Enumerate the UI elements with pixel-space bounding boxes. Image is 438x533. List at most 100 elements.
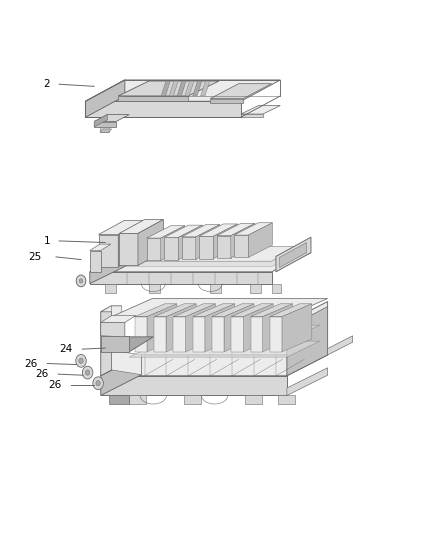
Polygon shape [241, 106, 280, 114]
Polygon shape [129, 325, 320, 341]
Polygon shape [154, 317, 166, 352]
Polygon shape [213, 224, 237, 259]
Polygon shape [129, 395, 146, 404]
Polygon shape [109, 395, 129, 404]
Polygon shape [154, 304, 196, 317]
Polygon shape [287, 302, 328, 322]
Polygon shape [118, 96, 188, 101]
Polygon shape [94, 115, 107, 127]
Text: 25: 25 [28, 252, 42, 262]
Polygon shape [85, 80, 125, 117]
Polygon shape [210, 284, 221, 293]
Circle shape [79, 358, 83, 364]
Polygon shape [149, 284, 160, 293]
Polygon shape [112, 306, 141, 375]
Polygon shape [184, 395, 201, 404]
Polygon shape [101, 337, 153, 352]
Polygon shape [147, 304, 177, 352]
Polygon shape [101, 306, 112, 376]
Text: 24: 24 [59, 344, 72, 354]
Polygon shape [231, 317, 244, 352]
Polygon shape [193, 304, 235, 317]
Polygon shape [251, 317, 263, 352]
Polygon shape [212, 317, 224, 352]
Polygon shape [210, 99, 243, 103]
Polygon shape [263, 304, 293, 352]
Polygon shape [193, 317, 205, 352]
Polygon shape [212, 304, 254, 317]
Polygon shape [173, 317, 186, 352]
Polygon shape [90, 244, 111, 251]
Polygon shape [90, 253, 129, 284]
Polygon shape [119, 220, 163, 233]
Polygon shape [279, 243, 307, 268]
Polygon shape [178, 225, 202, 260]
Polygon shape [90, 251, 101, 272]
Polygon shape [250, 284, 261, 293]
Polygon shape [196, 224, 220, 259]
Circle shape [76, 275, 86, 287]
Polygon shape [161, 226, 185, 261]
Polygon shape [161, 81, 170, 96]
Polygon shape [129, 341, 320, 357]
Polygon shape [186, 304, 215, 352]
Polygon shape [177, 81, 186, 96]
Polygon shape [100, 129, 112, 132]
Polygon shape [101, 306, 122, 312]
Polygon shape [193, 81, 202, 96]
Polygon shape [100, 127, 109, 132]
Circle shape [79, 279, 83, 283]
Polygon shape [234, 223, 272, 235]
Polygon shape [101, 336, 129, 352]
Text: 26: 26 [48, 380, 61, 390]
Polygon shape [210, 84, 272, 99]
Polygon shape [199, 224, 237, 236]
Polygon shape [164, 238, 178, 260]
Polygon shape [241, 114, 263, 117]
Polygon shape [224, 304, 254, 352]
Circle shape [85, 370, 90, 375]
Polygon shape [118, 81, 219, 96]
Polygon shape [234, 235, 248, 257]
Polygon shape [251, 304, 293, 317]
Polygon shape [182, 237, 196, 259]
Polygon shape [99, 235, 118, 266]
Polygon shape [118, 221, 144, 266]
Polygon shape [217, 223, 255, 236]
Polygon shape [205, 304, 235, 352]
Polygon shape [217, 236, 231, 258]
Polygon shape [147, 226, 185, 238]
Polygon shape [245, 395, 262, 404]
Polygon shape [199, 236, 213, 259]
Circle shape [96, 381, 100, 386]
Polygon shape [201, 81, 210, 96]
Polygon shape [185, 81, 194, 96]
Polygon shape [147, 238, 161, 261]
Text: 2: 2 [44, 79, 50, 89]
Polygon shape [101, 355, 141, 395]
Polygon shape [145, 246, 298, 261]
Polygon shape [270, 304, 312, 317]
Polygon shape [135, 304, 177, 317]
Polygon shape [105, 284, 116, 293]
Polygon shape [173, 304, 215, 317]
Polygon shape [119, 233, 138, 265]
Polygon shape [270, 317, 282, 352]
Polygon shape [90, 247, 311, 266]
Polygon shape [282, 304, 312, 352]
Polygon shape [328, 336, 353, 355]
Polygon shape [101, 376, 287, 395]
Circle shape [93, 377, 103, 390]
Polygon shape [231, 304, 273, 317]
Polygon shape [231, 223, 255, 258]
Polygon shape [90, 272, 272, 284]
Polygon shape [94, 115, 129, 122]
Polygon shape [169, 81, 178, 96]
Polygon shape [182, 224, 220, 237]
Polygon shape [287, 368, 328, 395]
Polygon shape [164, 225, 202, 238]
Text: 26: 26 [35, 369, 48, 379]
Polygon shape [85, 101, 241, 117]
Polygon shape [278, 395, 295, 404]
Polygon shape [101, 355, 328, 376]
